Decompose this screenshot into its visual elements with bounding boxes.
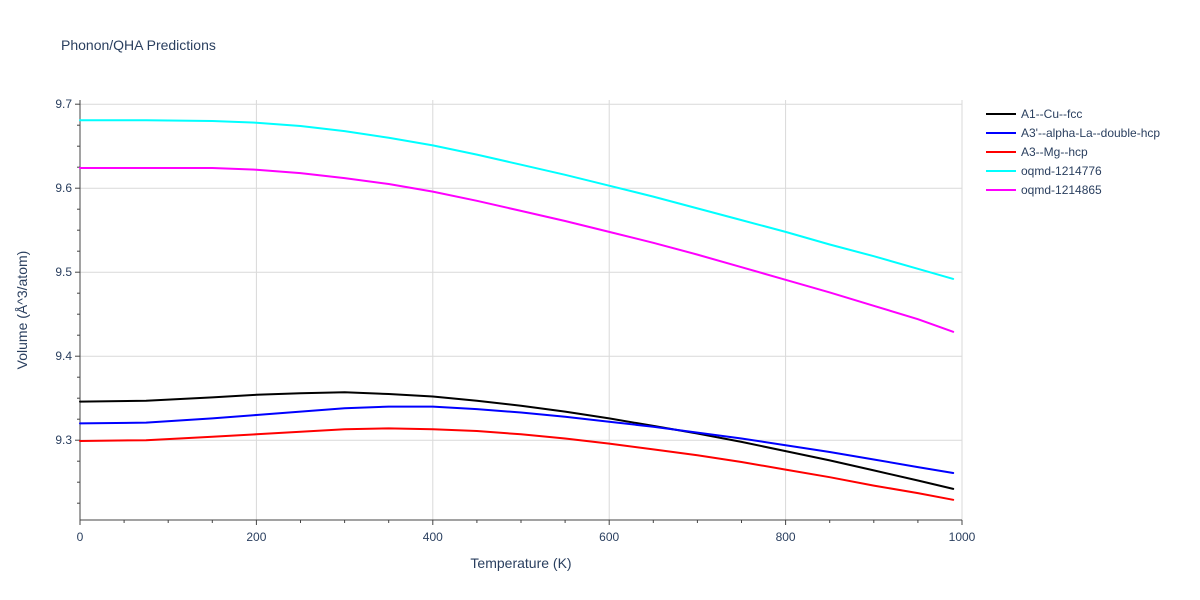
y-tick-label: 9.4: [55, 349, 72, 363]
legend-item[interactable]: A3'--alpha-La--double-hcp: [986, 126, 1160, 140]
series-line-3[interactable]: [79, 427, 955, 501]
legend-label: A3--Mg--hcp: [1021, 145, 1088, 159]
legend-item[interactable]: oqmd-1214865: [986, 183, 1102, 197]
x-tick-label: 400: [423, 530, 443, 544]
x-tick-label: 600: [599, 530, 619, 544]
grid: [80, 100, 963, 520]
legend-label: oqmd-1214865: [1021, 183, 1102, 197]
chart-title: Phonon/QHA Predictions: [61, 37, 216, 53]
y-tick-label: 9.6: [55, 181, 72, 195]
legend-label: oqmd-1214776: [1021, 164, 1102, 178]
y-tick-label: 9.3: [55, 433, 72, 447]
axes: 0 200 400 600 800 1000 9.3 9.4 9.5 9.6 9.7: [55, 97, 975, 544]
x-tick-label: 0: [77, 530, 84, 544]
series-line-4[interactable]: [79, 119, 955, 280]
plot-area[interactable]: [79, 119, 955, 501]
series-line-5[interactable]: [79, 167, 955, 333]
legend-item[interactable]: A3--Mg--hcp: [986, 145, 1088, 159]
y-tick-label: 9.7: [55, 97, 72, 111]
legend-label: A3'--alpha-La--double-hcp: [1021, 126, 1160, 140]
y-tick-label: 9.5: [55, 265, 72, 279]
y-axis-title: Volume (Å^3/atom): [14, 251, 30, 370]
x-axis-title: Temperature (K): [470, 555, 571, 571]
x-tick-label: 200: [246, 530, 266, 544]
legend[interactable]: A1--Cu--fcc A3'--alpha-La--double-hcp A3--…: [986, 107, 1160, 197]
series-line-1[interactable]: [79, 391, 955, 490]
x-tick-label: 800: [776, 530, 796, 544]
legend-item[interactable]: oqmd-1214776: [986, 164, 1102, 178]
legend-label: A1--Cu--fcc: [1021, 107, 1082, 121]
x-tick-label: 1000: [949, 530, 976, 544]
series-line-2[interactable]: [79, 405, 955, 474]
legend-item[interactable]: A1--Cu--fcc: [986, 107, 1082, 121]
